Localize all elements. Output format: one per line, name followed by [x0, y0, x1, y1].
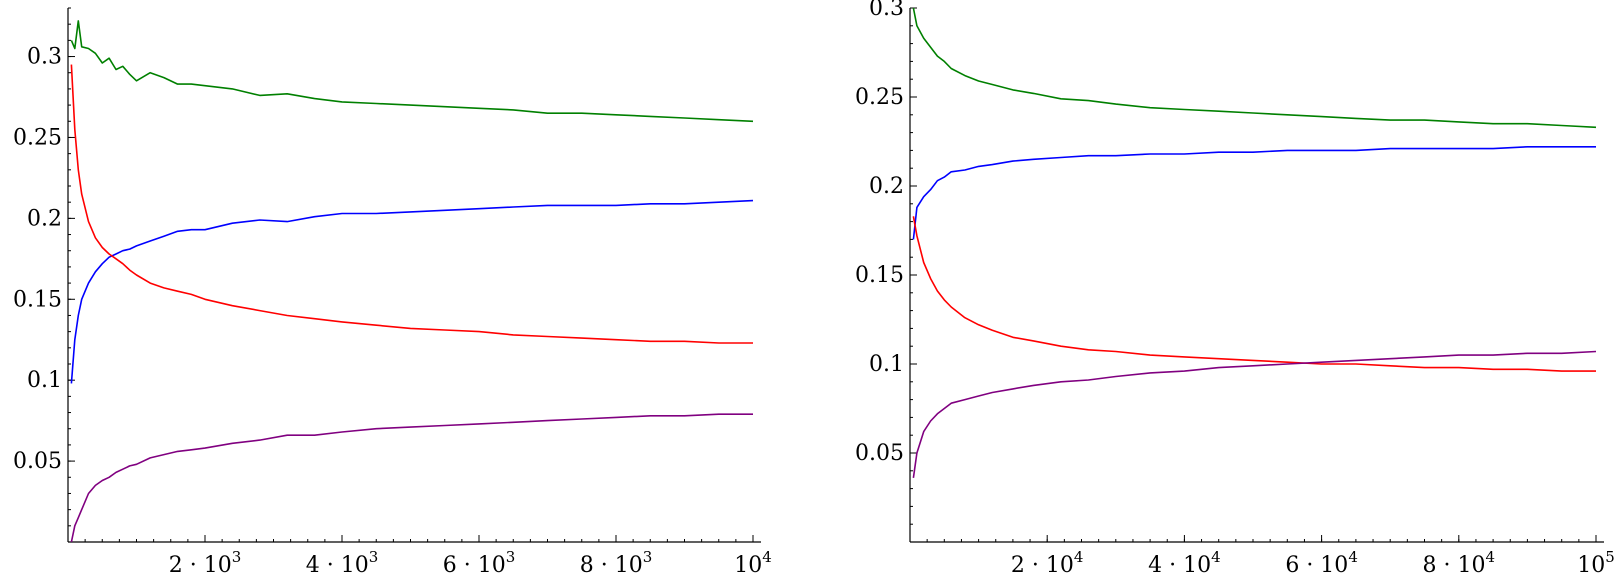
x-tick-label: 2 · 104 [1011, 548, 1084, 578]
x-tick-label: 105 [1577, 548, 1615, 578]
series-line-3 [912, 350, 1597, 479]
y-tick-label: 0.25 [855, 85, 904, 110]
y-tick-label: 0.05 [13, 449, 62, 474]
y-tick-label: 0.25 [13, 125, 62, 150]
series-line-1 [912, 146, 1596, 240]
x-tick-label: 4 · 103 [306, 548, 379, 578]
x-tick-label: 4 · 104 [1148, 548, 1221, 578]
y-tick-label: 0.05 [855, 441, 904, 466]
y-tick-label: 0.15 [13, 287, 62, 312]
series-line-2 [912, 216, 1596, 372]
x-tick-label: 8 · 103 [580, 548, 653, 578]
x-tick-label: 8 · 104 [1423, 548, 1496, 578]
y-tick-label: 0.2 [869, 174, 904, 199]
x-tick-label: 6 · 104 [1285, 548, 1358, 578]
y-tick-label: 0.3 [27, 45, 62, 70]
x-tick-label: 104 [734, 548, 772, 578]
x-tick-label: 6 · 103 [443, 548, 516, 578]
series-line-0 [912, 7, 1597, 129]
series-line-0 [70, 20, 754, 123]
y-tick-label: 0.2 [27, 206, 62, 231]
series-line-2 [70, 64, 753, 344]
y-tick-label: 0.15 [855, 263, 904, 288]
series-line-1 [70, 199, 754, 384]
x-tick-label: 2 · 103 [169, 548, 242, 578]
chart-left: 0.05 0.1 0.15 0.2 0.25 0.3 2 · 103 4 · 103 6 · 1… [13, 7, 772, 578]
y-tick-label: 0.1 [869, 352, 904, 377]
y-tick-label: 0.1 [27, 368, 62, 393]
y-tick-label: 0.3 [869, 0, 904, 21]
series-line-3 [70, 413, 753, 543]
chart-right: 0.05 0.1 0.15 0.2 0.25 0.3 2 · 104 4 · 104 6 · 1… [855, 0, 1615, 578]
